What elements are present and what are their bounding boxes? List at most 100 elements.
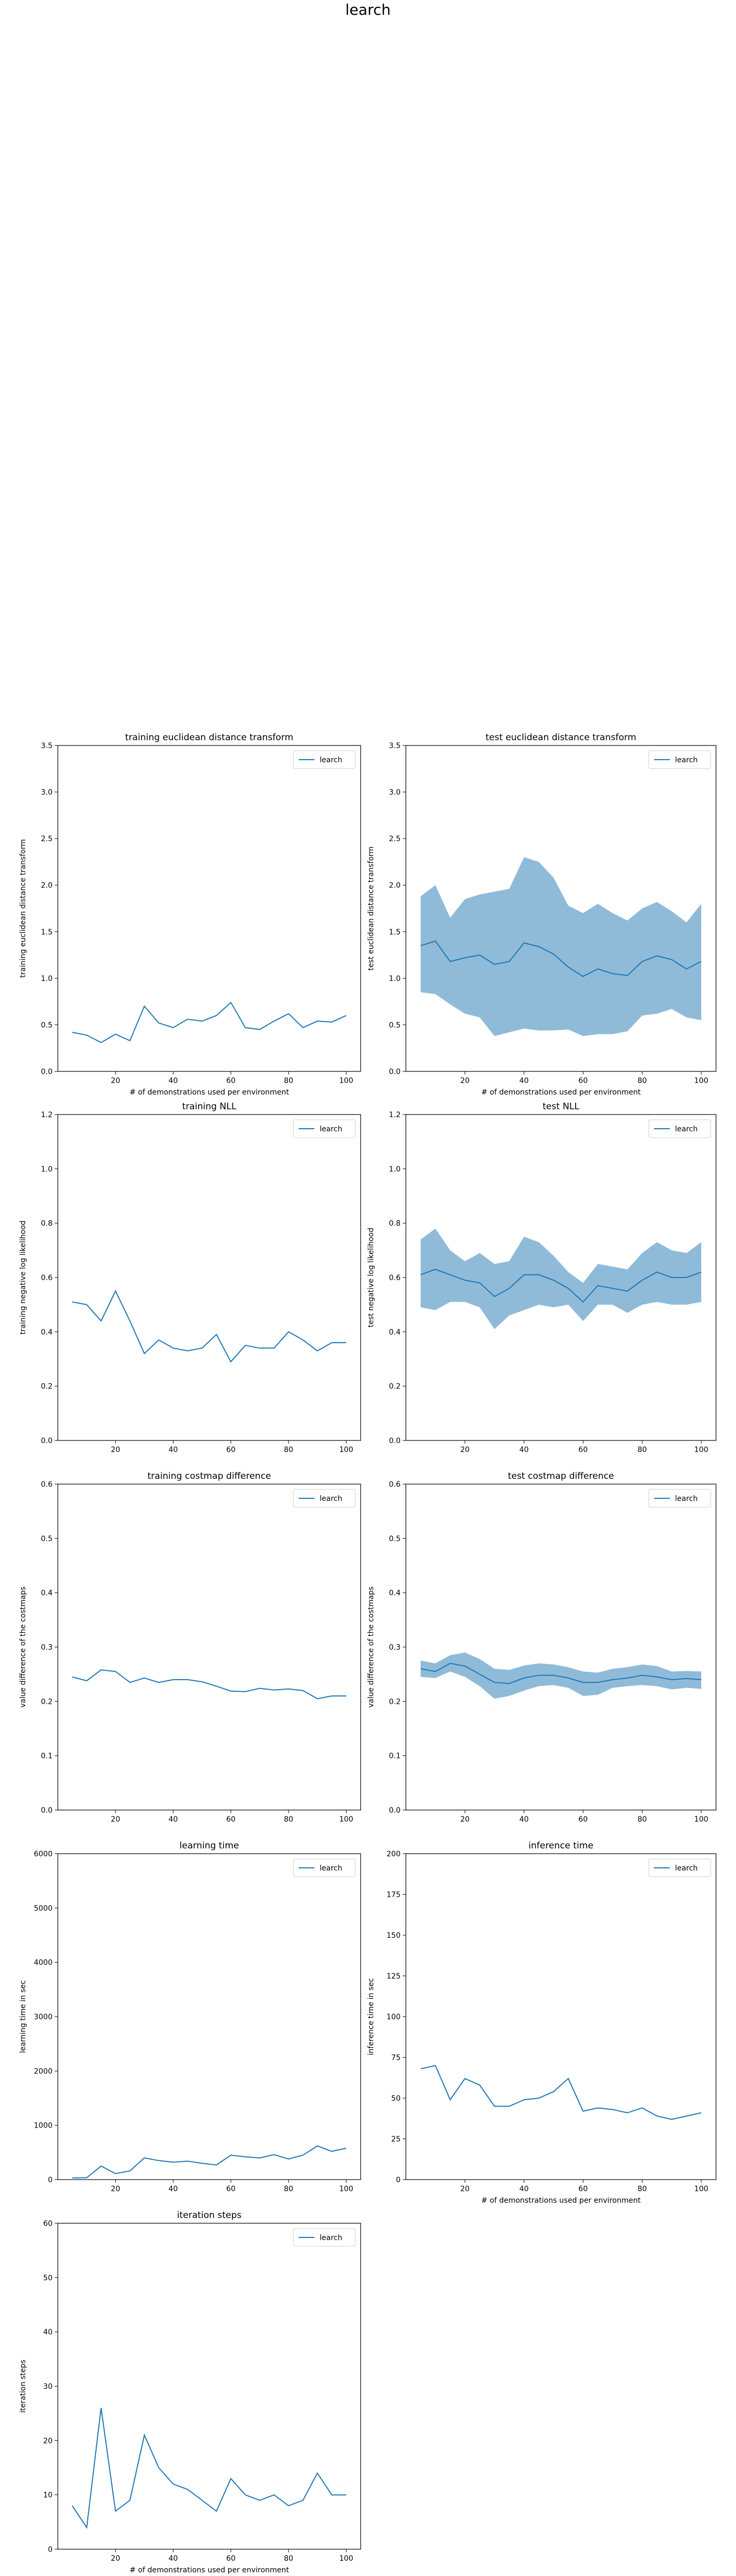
series-line-learch — [71, 2408, 346, 2529]
plot-frame — [57, 1114, 361, 1441]
data-point — [567, 966, 569, 968]
y-tick-label: 0.0 — [41, 1437, 53, 1445]
data-point — [129, 2170, 131, 2172]
legend-box — [648, 1858, 711, 1877]
series-line-learch — [72, 2145, 346, 2179]
data-point — [479, 2084, 481, 2086]
data-point — [656, 1271, 658, 1273]
x-tick-label: 80 — [638, 2185, 647, 2193]
y-tick-label: 2.5 — [41, 835, 53, 843]
y-axis-label: inference time in sec — [367, 1978, 375, 2056]
data-point — [686, 968, 688, 970]
y-tick-label: 10 — [43, 2491, 53, 2500]
chart-1: 20 40 60 80 100 0.0 0.5 1.0 1.5 2.0 2.5 3.0 3.5 train… — [19, 732, 361, 1097]
data-point — [641, 1279, 643, 1281]
y-tick-label: 0.5 — [389, 1535, 401, 1543]
data-point — [71, 1031, 73, 1034]
x-tick-label: 100 — [339, 2554, 353, 2563]
data-point — [538, 946, 540, 948]
data-point — [316, 1698, 319, 1700]
data-point — [700, 1679, 702, 1681]
legend-label: learch — [675, 1125, 698, 1133]
x-tick-label: 40 — [169, 1815, 178, 1824]
data-point — [641, 1674, 643, 1677]
data-point — [216, 1685, 218, 1687]
data-point — [115, 2510, 117, 2512]
data-point — [567, 1287, 569, 1290]
data-point — [172, 1027, 174, 1029]
data-point — [316, 1020, 319, 1022]
y-tick-label: 5000 — [34, 1904, 53, 1913]
data-point — [597, 2107, 599, 2109]
data-point — [86, 1034, 88, 1036]
data-point — [259, 1028, 261, 1030]
x-tick-label: 20 — [111, 2185, 120, 2193]
data-point — [187, 1018, 189, 1020]
y-tick-label: 0.0 — [389, 1806, 401, 1815]
y-tick-label: 1.2 — [389, 1111, 401, 1119]
data-point — [144, 1005, 146, 1007]
data-point — [641, 960, 643, 963]
y-tick-label: 6000 — [34, 1850, 53, 1858]
data-point — [464, 1279, 466, 1281]
series-line-learch — [420, 2064, 702, 2120]
legend: learch — [293, 1489, 356, 1508]
x-tick-label: 80 — [284, 2554, 293, 2563]
data-point — [244, 2156, 247, 2158]
y-axis-label: iteration steps — [19, 2359, 27, 2413]
data-point — [420, 1668, 422, 1670]
x-tick-label: 60 — [226, 1815, 236, 1824]
data-point — [449, 1662, 451, 1664]
data-point — [508, 960, 510, 963]
y-axis-label: test negative log likelihood — [367, 1228, 375, 1327]
data-point — [582, 1301, 584, 1303]
confidence-band — [421, 1229, 701, 1330]
data-point — [302, 1027, 304, 1029]
confidence-band — [421, 1652, 701, 1699]
data-point — [331, 2494, 333, 2496]
y-tick-label: 60 — [43, 2220, 53, 2228]
data-point — [523, 1677, 525, 1679]
x-tick-label: 100 — [694, 1446, 709, 1454]
y-tick-label: 0.4 — [389, 1328, 401, 1336]
x-tick-label: 60 — [226, 1446, 236, 1454]
y-tick-label: 20 — [43, 2437, 53, 2445]
y-tick-label: 1.5 — [389, 928, 401, 936]
y-tick-label: 175 — [386, 1891, 401, 1899]
chart-title: inference time — [528, 1841, 593, 1851]
data-point — [597, 968, 599, 970]
data-point — [172, 2483, 174, 2485]
y-tick-label: 3.0 — [41, 789, 53, 797]
data-point — [523, 2099, 525, 2101]
plot-frame — [405, 1484, 717, 1811]
legend-box — [293, 1119, 356, 1138]
data-point — [100, 1320, 102, 1322]
y-tick-label: 2.0 — [389, 882, 401, 890]
data-point — [273, 1347, 275, 1349]
data-point — [71, 1676, 73, 1678]
y-tick-label: 0.8 — [41, 1220, 53, 1228]
chart-title: iteration steps — [177, 2210, 242, 2221]
y-axis-label: training negative log likelihood — [19, 1221, 27, 1335]
data-point — [115, 1671, 117, 1673]
x-tick-label: 100 — [694, 1815, 709, 1824]
legend-box — [293, 1858, 356, 1877]
data-point — [671, 2118, 673, 2120]
x-tick-label: 100 — [339, 1446, 353, 1454]
y-tick-label: 1.0 — [389, 975, 401, 983]
data-point — [201, 1347, 203, 1349]
plot-frame — [57, 2223, 361, 2550]
chart-title: training costmap difference — [147, 1471, 271, 1481]
data-point — [129, 1681, 131, 1683]
data-point — [216, 1015, 218, 1017]
legend-label: learch — [320, 1495, 342, 1503]
data-point — [115, 1033, 117, 1035]
data-point — [273, 2154, 275, 2156]
y-tick-label: 0.6 — [41, 1274, 53, 1282]
data-point — [144, 2157, 146, 2159]
data-point — [100, 2165, 102, 2167]
x-axis-label: # of demonstrations used per environment — [481, 2196, 641, 2205]
x-tick-label: 80 — [638, 1446, 647, 1454]
data-point — [494, 963, 496, 965]
data-point — [187, 2488, 189, 2490]
